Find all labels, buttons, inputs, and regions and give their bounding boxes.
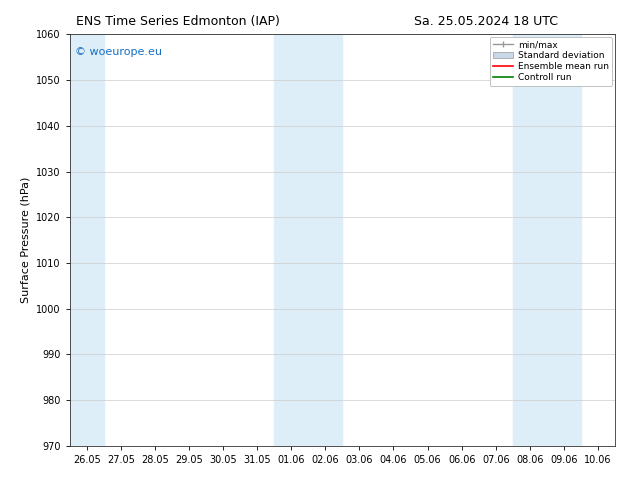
- Text: Sa. 25.05.2024 18 UTC: Sa. 25.05.2024 18 UTC: [414, 15, 558, 28]
- Bar: [275, 34, 342, 446]
- Bar: [513, 34, 581, 446]
- Text: © woeurope.eu: © woeurope.eu: [75, 47, 162, 57]
- Bar: [70, 34, 104, 446]
- Y-axis label: Surface Pressure (hPa): Surface Pressure (hPa): [20, 177, 30, 303]
- Legend: min/max, Standard deviation, Ensemble mean run, Controll run: min/max, Standard deviation, Ensemble me…: [489, 37, 612, 86]
- Text: ENS Time Series Edmonton (IAP): ENS Time Series Edmonton (IAP): [76, 15, 280, 28]
